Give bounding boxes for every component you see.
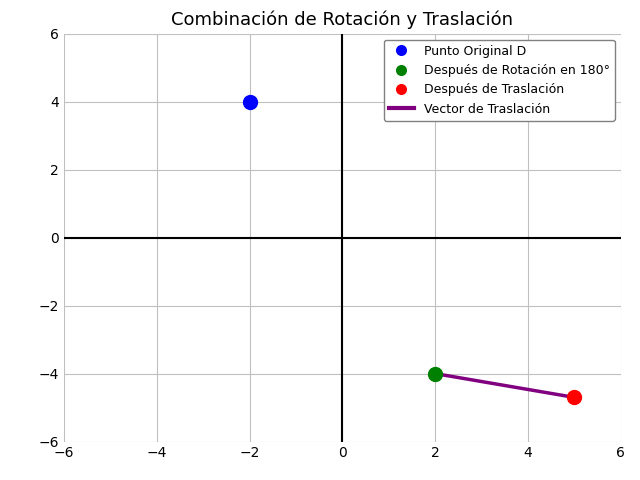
Legend: Punto Original D, Después de Rotación en 180°, Después de Traslación, Vector de : Punto Original D, Después de Rotación en… [383, 40, 614, 120]
Title: Combinación de Rotación y Traslación: Combinación de Rotación y Traslación [172, 11, 513, 29]
